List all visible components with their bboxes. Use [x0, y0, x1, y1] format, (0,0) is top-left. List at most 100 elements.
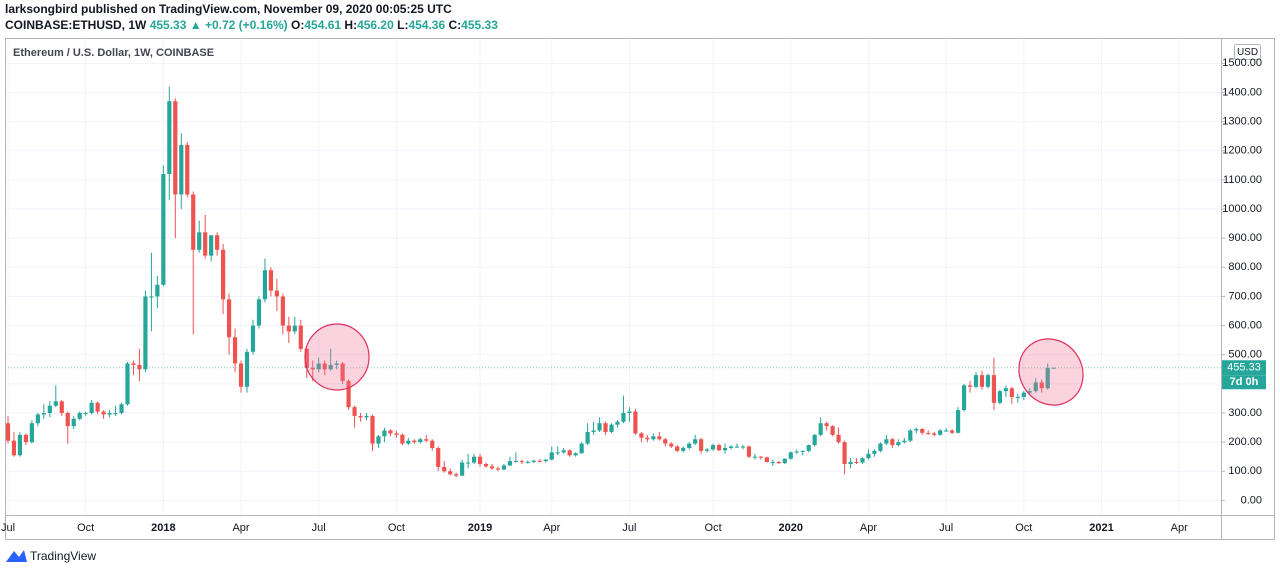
candle-body: [872, 450, 877, 454]
candle-body: [376, 436, 381, 444]
candle-body: [740, 446, 746, 448]
candle-body: [185, 144, 190, 195]
candle-body: [806, 445, 811, 451]
candle-body: [23, 434, 29, 443]
candle-body: [746, 446, 752, 457]
candle-body: [525, 461, 530, 463]
candle-body: [1045, 367, 1050, 389]
candle-body: [346, 380, 351, 408]
candle-body: [430, 440, 435, 448]
candle-body: [543, 459, 548, 462]
y-tick-label: 1500.00: [1222, 57, 1262, 69]
candle-body: [466, 462, 471, 464]
candle-body: [226, 299, 232, 338]
candle-body: [878, 443, 883, 451]
candle-body: [250, 325, 256, 352]
o-label: O:: [291, 18, 304, 32]
candle-body: [35, 414, 40, 424]
candle-body: [101, 411, 106, 415]
price-tag-label: 455.33: [1227, 362, 1261, 374]
candle-body: [244, 351, 250, 387]
candle-body: [854, 461, 859, 463]
candle-body: [519, 461, 524, 463]
candle-body: [209, 235, 214, 256]
x-tick-label: Apr: [232, 522, 249, 534]
candle-body: [932, 433, 937, 435]
last-price: 455.33: [150, 18, 187, 32]
candle-body: [131, 363, 136, 365]
candle-body: [394, 433, 399, 435]
candle-body: [531, 460, 536, 462]
candle-body: [639, 433, 644, 438]
candle-body: [418, 439, 423, 443]
y-tick-label: 1200.00: [1222, 145, 1262, 157]
candle-body: [1051, 367, 1056, 369]
candle-body: [752, 456, 758, 458]
candle-body: [400, 434, 405, 444]
tradingview-logo: TradingView: [6, 549, 96, 563]
candle-body: [179, 144, 184, 195]
candle-body: [41, 413, 46, 415]
price-tag: [1222, 360, 1266, 376]
candle-body: [549, 452, 554, 460]
x-tick-label: Oct: [388, 522, 405, 534]
x-tick-label: Oct: [705, 522, 722, 534]
candle-body: [107, 413, 112, 415]
candle-body: [848, 461, 853, 465]
l-label: L:: [397, 18, 408, 32]
candle-body: [89, 402, 94, 414]
candle-body: [776, 461, 781, 464]
candle-body: [800, 450, 805, 452]
candle-body: [149, 296, 154, 298]
candle-body: [758, 456, 763, 458]
candle-body: [633, 411, 638, 434]
currency-box: [1234, 44, 1261, 60]
candle-body: [657, 436, 662, 440]
candle-body: [352, 407, 357, 416]
candle-body: [358, 415, 363, 418]
candle-body: [370, 415, 375, 444]
candle-body: [143, 296, 148, 370]
candle-body: [1009, 388, 1014, 397]
candle-body: [782, 458, 787, 464]
candle-body: [669, 443, 674, 447]
x-tick-label: Apr: [1171, 522, 1188, 534]
candle-body: [155, 284, 160, 297]
candle-body: [722, 447, 728, 451]
candle-body: [567, 450, 572, 456]
brand: TradingView: [30, 549, 96, 563]
candle-body: [573, 453, 578, 456]
candle-body: [716, 445, 722, 451]
candle-body: [256, 299, 262, 326]
y-tick-label: 1000.00: [1222, 203, 1262, 215]
x-tick-label: Jul: [1, 522, 15, 534]
candle-body: [262, 270, 268, 300]
candle-body: [161, 174, 166, 285]
candle-body: [866, 453, 871, 459]
candle-body: [734, 446, 740, 448]
candle-body: [926, 432, 931, 434]
candle-body: [615, 421, 620, 425]
candle-body: [448, 471, 453, 475]
candle-body: [268, 270, 273, 291]
candle-body: [651, 436, 656, 440]
candle-body: [442, 466, 447, 472]
candle-body: [973, 375, 979, 387]
c-label: C:: [449, 18, 462, 32]
candle-body: [967, 385, 973, 387]
candle-body: [292, 325, 297, 332]
candle-body: [621, 413, 626, 422]
candle-body: [221, 249, 226, 300]
y-tick-label: 0.00: [1241, 494, 1262, 506]
candle-body: [137, 364, 142, 370]
y-tick-label: 900.00: [1228, 232, 1262, 244]
candle-body: [675, 446, 680, 451]
candle-body: [961, 385, 967, 411]
candle-body: [979, 375, 985, 387]
candle-body: [1027, 391, 1032, 393]
candle-body: [501, 465, 507, 470]
byline: larksongbird published on TradingView.co…: [5, 2, 452, 16]
candle-body: [705, 449, 710, 451]
candle-body: [914, 429, 919, 431]
